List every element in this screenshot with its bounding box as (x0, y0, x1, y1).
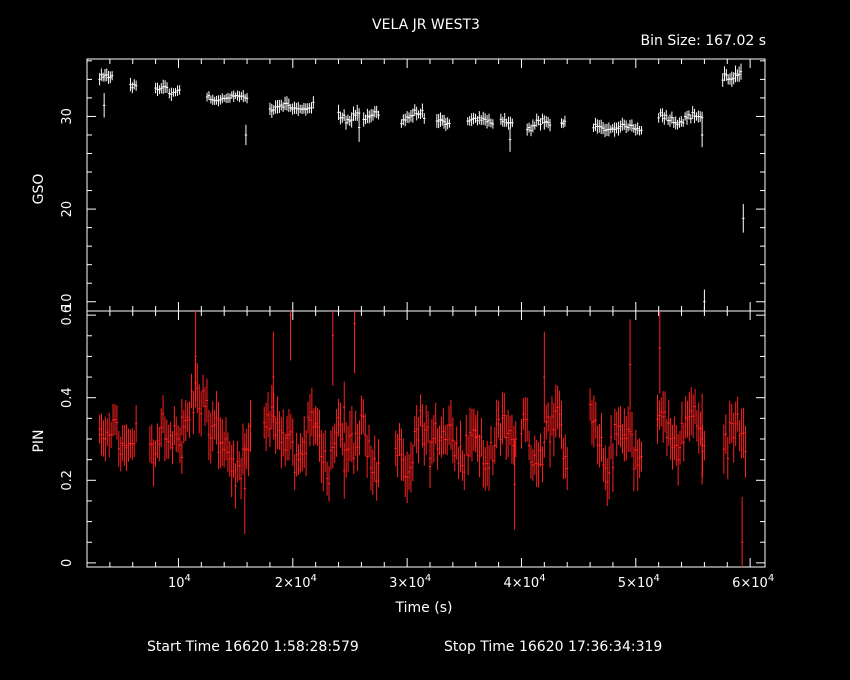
pin-series (98, 311, 747, 567)
start-time-label: Start Time 16620 1:58:28:579 (147, 639, 359, 655)
gso-y-tick-label: 30 (60, 108, 75, 125)
x-axis-label: Time (s) (395, 600, 453, 616)
pin-y-tick-label: 0.2 (60, 470, 75, 491)
gso-y-tick-label: 10 (60, 293, 75, 310)
y-axis-label-pin: PIN (31, 429, 47, 452)
y-axis-label-gso: GSO (31, 174, 47, 205)
bin-size-label: Bin Size: 167.02 s (641, 33, 766, 49)
x-tick-label: 6×104 (732, 573, 774, 591)
pin-y-tick-label: 0.6 (60, 305, 75, 326)
gso-y-tick-label: 20 (60, 201, 75, 218)
x-tick-label: 3×104 (389, 573, 431, 591)
pin-y-tick-label: 0.4 (60, 387, 75, 408)
gso-series (98, 63, 745, 311)
x-tick-label: 5×104 (618, 573, 660, 591)
x-tick-label: 4×104 (503, 573, 545, 591)
x-tick-label: 2×104 (275, 573, 317, 591)
plot-area: 10 20 30 0 0.2 0.4 0.6 104 2×104 3×104 4×104 5×104 6… (60, 58, 774, 591)
chart-title: VELA JR WEST3 (372, 17, 480, 33)
stop-time-label: Stop Time 16620 17:36:34:319 (444, 639, 662, 655)
gso-panel-frame (86, 58, 766, 312)
pin-y-tick-label: 0 (60, 559, 75, 567)
x-tick-label: 104 (168, 573, 191, 591)
